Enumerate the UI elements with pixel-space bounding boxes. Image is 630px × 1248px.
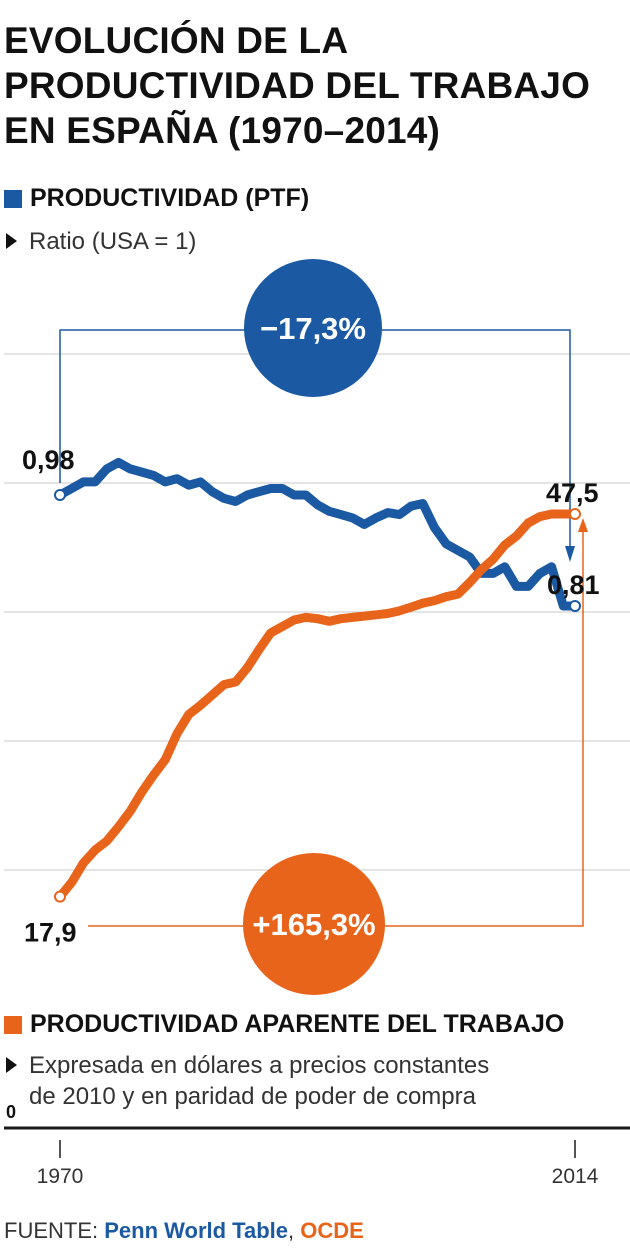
arrow-up-icon [578, 518, 588, 532]
source-separator: , [288, 1218, 301, 1243]
series-line-ptf [55, 457, 580, 611]
data-label: 47,5 [546, 478, 599, 508]
legend-ptf-label: PRODUCTIVIDAD (PTF) [30, 184, 310, 212]
title-line: PRODUCTIVIDAD DEL TRABAJO [4, 65, 591, 106]
data-label: 0,98 [22, 445, 75, 475]
legend-labor-label: PRODUCTIVIDAD APARENTE DEL TRABAJO [30, 1010, 565, 1038]
data-label: 17,9 [24, 918, 77, 948]
change-label-labor: +165,3% [252, 907, 375, 942]
change-label-ptf: −17,3% [260, 311, 366, 346]
y-tick-label: 0 [6, 1102, 16, 1122]
x-tick-label: 1970 [37, 1165, 84, 1188]
bullet-triangle-icon [6, 1057, 17, 1073]
source-note: FUENTE: Penn World Table, OCDE [4, 1218, 364, 1244]
note-labor-text: Expresada en dólares a precios constante… [29, 1050, 489, 1112]
bullet-triangle-icon [6, 233, 17, 249]
source-prefix: FUENTE: [4, 1218, 105, 1243]
title-line: EVOLUCIÓN DE LA [4, 20, 349, 61]
note-labor-line: de 2010 y en paridad de poder de compra [29, 1083, 476, 1110]
data-label: 0,81 [547, 570, 600, 600]
endpoint-marker [569, 508, 581, 520]
arrow-down-icon [565, 546, 575, 562]
legend-swatch-blue [4, 189, 22, 208]
endpoint-marker [569, 600, 581, 612]
legend-swatch-orange [4, 1015, 22, 1034]
source-ocde: OCDE [300, 1218, 364, 1243]
endpoint-marker [54, 489, 66, 501]
endpoint-marker [54, 890, 66, 903]
chart-title: EVOLUCIÓN DE LA PRODUCTIVIDAD DEL TRABAJ… [4, 18, 624, 153]
series-line-labor [55, 509, 580, 902]
legend-labor: PRODUCTIVIDAD APARENTE DEL TRABAJO [4, 1010, 564, 1039]
note-ptf: Ratio (USA = 1) [6, 226, 196, 257]
title-line: EN ESPAÑA (1970–2014) [4, 110, 441, 151]
note-labor-line: Expresada en dólares a precios constante… [29, 1052, 490, 1079]
source-penn-world-table: Penn World Table [104, 1218, 288, 1243]
change-badge-blue [244, 259, 382, 397]
legend-ptf: PRODUCTIVIDAD (PTF) [4, 184, 309, 213]
change-badge-orange [243, 853, 385, 995]
note-ptf-text: Ratio (USA = 1) [29, 228, 197, 255]
note-labor: Expresada en dólares a precios constante… [6, 1050, 489, 1112]
x-tick-label: 2014 [552, 1165, 599, 1188]
